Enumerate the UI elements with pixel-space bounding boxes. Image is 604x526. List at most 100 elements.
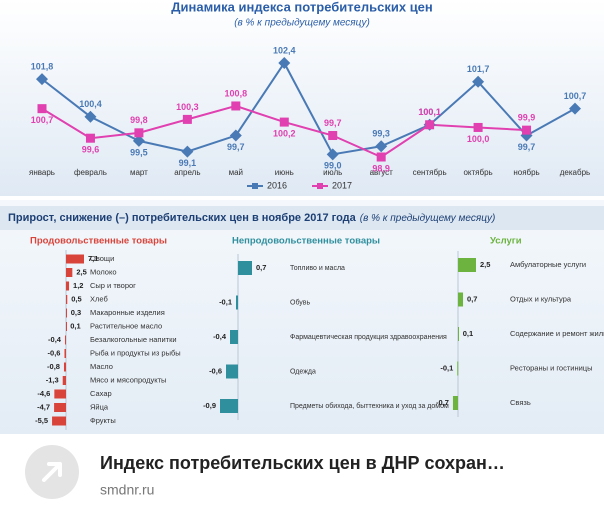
- category-label: Сахар: [90, 389, 112, 398]
- bar-section-background: [0, 200, 604, 434]
- category-label: Яйца: [90, 402, 109, 411]
- x-tick-label: январь: [29, 168, 55, 177]
- category-label: Хлеб: [90, 294, 108, 303]
- bar: [66, 281, 70, 291]
- value-label: -0,6: [48, 348, 61, 357]
- value-label: 0,1: [463, 329, 473, 338]
- x-tick-label: февраль: [74, 168, 107, 177]
- x-tick-label: май: [229, 168, 243, 177]
- point-marker: [85, 133, 95, 143]
- bar: [457, 361, 459, 376]
- separator: [0, 196, 604, 200]
- value-label: -0,8: [47, 362, 60, 371]
- bar: [458, 327, 459, 341]
- legend-marker: [317, 183, 323, 189]
- bar: [54, 389, 66, 399]
- value-label: -0,1: [219, 297, 232, 306]
- x-tick-label: декабрь: [560, 168, 590, 177]
- value-label: 98,9: [372, 163, 390, 173]
- bar: [230, 330, 238, 344]
- value-label: 99,7: [324, 118, 342, 128]
- point-marker: [37, 104, 47, 114]
- category-label: Отдых и культура: [510, 294, 572, 303]
- category-label: Рыба и продукты из рыбы: [90, 348, 181, 357]
- x-tick-label: октябрь: [463, 168, 492, 177]
- value-label: -0,9: [203, 401, 216, 410]
- point-marker: [473, 122, 483, 132]
- legend-label: 2017: [332, 180, 352, 190]
- value-label: -0,4: [213, 332, 227, 341]
- bar: [66, 268, 73, 277]
- point-marker: [182, 114, 192, 124]
- category-label: Фармацевтическая продукция здравоохранен…: [290, 334, 447, 341]
- category-label: Макаронные изделия: [90, 308, 165, 317]
- bar: [458, 292, 464, 307]
- category-label: Предметы обихода, быттехника и уход за д…: [290, 402, 449, 410]
- point-marker: [132, 134, 145, 147]
- value-label: -0,6: [209, 366, 222, 375]
- value-label: 100,0: [467, 134, 490, 144]
- bar: [458, 258, 476, 272]
- point-marker: [375, 140, 388, 153]
- value-label: 99,9: [518, 113, 536, 123]
- series-line: [41, 61, 576, 156]
- value-label: 102,4: [273, 45, 296, 55]
- value-label: 101,8: [31, 61, 54, 71]
- legend-marker: [252, 183, 258, 189]
- category-label: Амбулаторные услуги: [510, 260, 586, 269]
- point-marker: [181, 145, 194, 158]
- bar: [66, 254, 84, 264]
- category-label: Сыр и творог: [90, 281, 136, 290]
- bar: [226, 364, 238, 379]
- value-label: 100,4: [79, 99, 102, 109]
- link-card[interactable]: Индекс потребительских цен в ДНР сохран……: [0, 436, 604, 521]
- bar: [66, 308, 67, 318]
- value-label: 101,7: [467, 64, 490, 74]
- value-label: 0,1: [70, 321, 80, 330]
- bar: [66, 322, 67, 331]
- point-marker: [36, 73, 48, 86]
- bar: [66, 295, 68, 304]
- value-label: -0,1: [440, 363, 453, 372]
- category-label: Безалкогольные напитки: [90, 335, 177, 344]
- point-marker: [472, 75, 485, 88]
- value-label: 100,7: [564, 91, 587, 101]
- point-marker: [279, 117, 289, 127]
- bar-section-title: Прирост, снижение (–) потребительских це…: [8, 212, 495, 224]
- chart-subtitle: (в % к предыдущему месяцу): [234, 18, 370, 29]
- value-label: 100,2: [273, 128, 296, 138]
- x-tick-label: июль: [323, 168, 342, 177]
- category-label: Масло: [90, 362, 113, 371]
- bar: [238, 261, 252, 275]
- category-label: Связь: [510, 398, 531, 407]
- chart-title: Динамика индекса потребительских цен: [171, 0, 433, 14]
- value-label: 100,3: [176, 102, 199, 112]
- value-label: -4,6: [37, 389, 50, 398]
- value-label: 99,7: [227, 142, 245, 152]
- point-marker: [278, 57, 291, 69]
- point-marker: [326, 148, 339, 161]
- value-label: 99,6: [82, 145, 100, 155]
- point-marker: [569, 102, 581, 115]
- value-label: -0,4: [48, 335, 62, 344]
- category-label: Обувь: [290, 298, 311, 306]
- value-label: 7,1: [88, 254, 98, 263]
- bar: [54, 403, 66, 412]
- bar-section-title-text: Прирост, снижение (–) потребительских це…: [8, 212, 357, 224]
- value-label: 100,1: [418, 107, 441, 117]
- value-label: 1,2: [73, 281, 83, 290]
- value-label: -5,5: [35, 416, 48, 425]
- category-label: Молоко: [90, 267, 117, 276]
- value-label: 0,7: [256, 263, 266, 272]
- value-label: 2,5: [76, 267, 86, 276]
- bar: [62, 376, 66, 385]
- card-title[interactable]: Индекс потребительских цен в ДНР сохран…: [100, 453, 505, 473]
- card-background[interactable]: [0, 436, 604, 521]
- value-label: 99,1: [179, 158, 197, 168]
- point-marker: [231, 101, 241, 111]
- value-label: 99,3: [372, 129, 390, 139]
- value-label: 100,1: [418, 107, 441, 117]
- bar: [64, 349, 66, 358]
- category-label: Одежда: [290, 368, 316, 375]
- value-label: 99,8: [130, 115, 148, 125]
